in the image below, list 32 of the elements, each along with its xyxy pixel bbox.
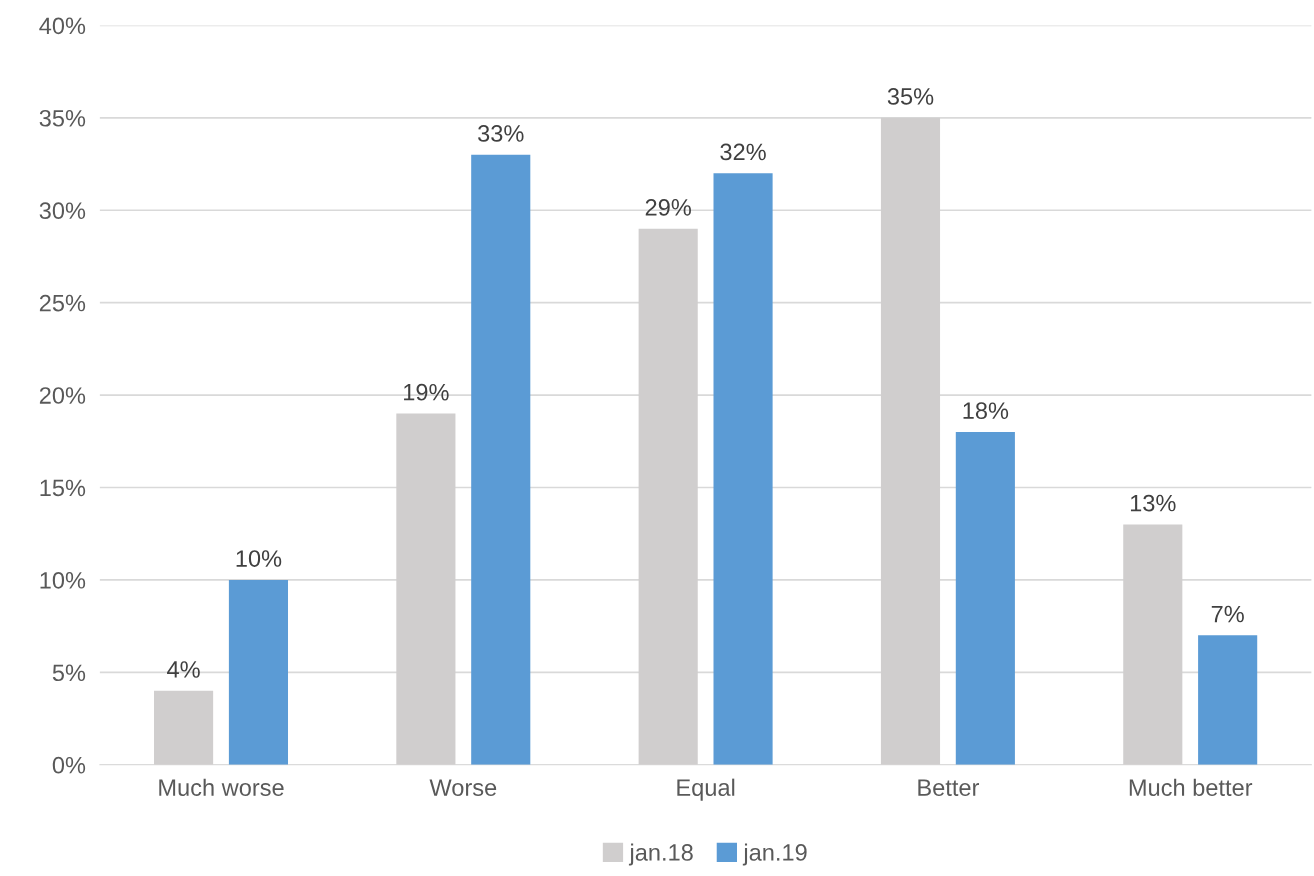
y-tick-label: 25% [39, 294, 86, 312]
data-label: 35% [887, 88, 934, 105]
y-tick-label: 40% [39, 17, 86, 35]
data-label: 33% [478, 125, 524, 142]
data-label: 18% [963, 402, 1009, 420]
data-label: 10% [236, 550, 282, 567]
bar [154, 690, 214, 765]
data-label: 13% [1130, 494, 1176, 512]
y-tick-label: 35% [39, 109, 86, 127]
x-tick-label: Better [918, 779, 980, 796]
legend-label: jan.18 [628, 843, 693, 866]
data-label: 32% [720, 143, 766, 161]
y-tick-label: 30% [39, 202, 86, 220]
y-tick-label: 15% [40, 479, 86, 497]
y-tick-label: 10% [40, 571, 86, 589]
data-label: 7% [1211, 605, 1244, 623]
y-tick-label: 5% [52, 664, 86, 682]
legend-label: jan.19 [742, 843, 807, 866]
x-tick-label: Equal [677, 778, 735, 801]
bar [955, 432, 1015, 765]
bar [713, 173, 773, 765]
data-label: 4% [167, 661, 200, 678]
y-tick-label: 0% [52, 756, 86, 774]
bar [471, 154, 531, 765]
data-label: 29% [645, 199, 691, 216]
data-label: 19% [404, 383, 449, 401]
bar [1198, 635, 1258, 765]
y-tick-label: 20% [39, 387, 86, 404]
x-tick-label: Much better [1129, 778, 1253, 796]
x-tick-label: Much worse [159, 778, 284, 796]
bar [228, 579, 289, 765]
x-tick-label: Worse [429, 779, 497, 796]
